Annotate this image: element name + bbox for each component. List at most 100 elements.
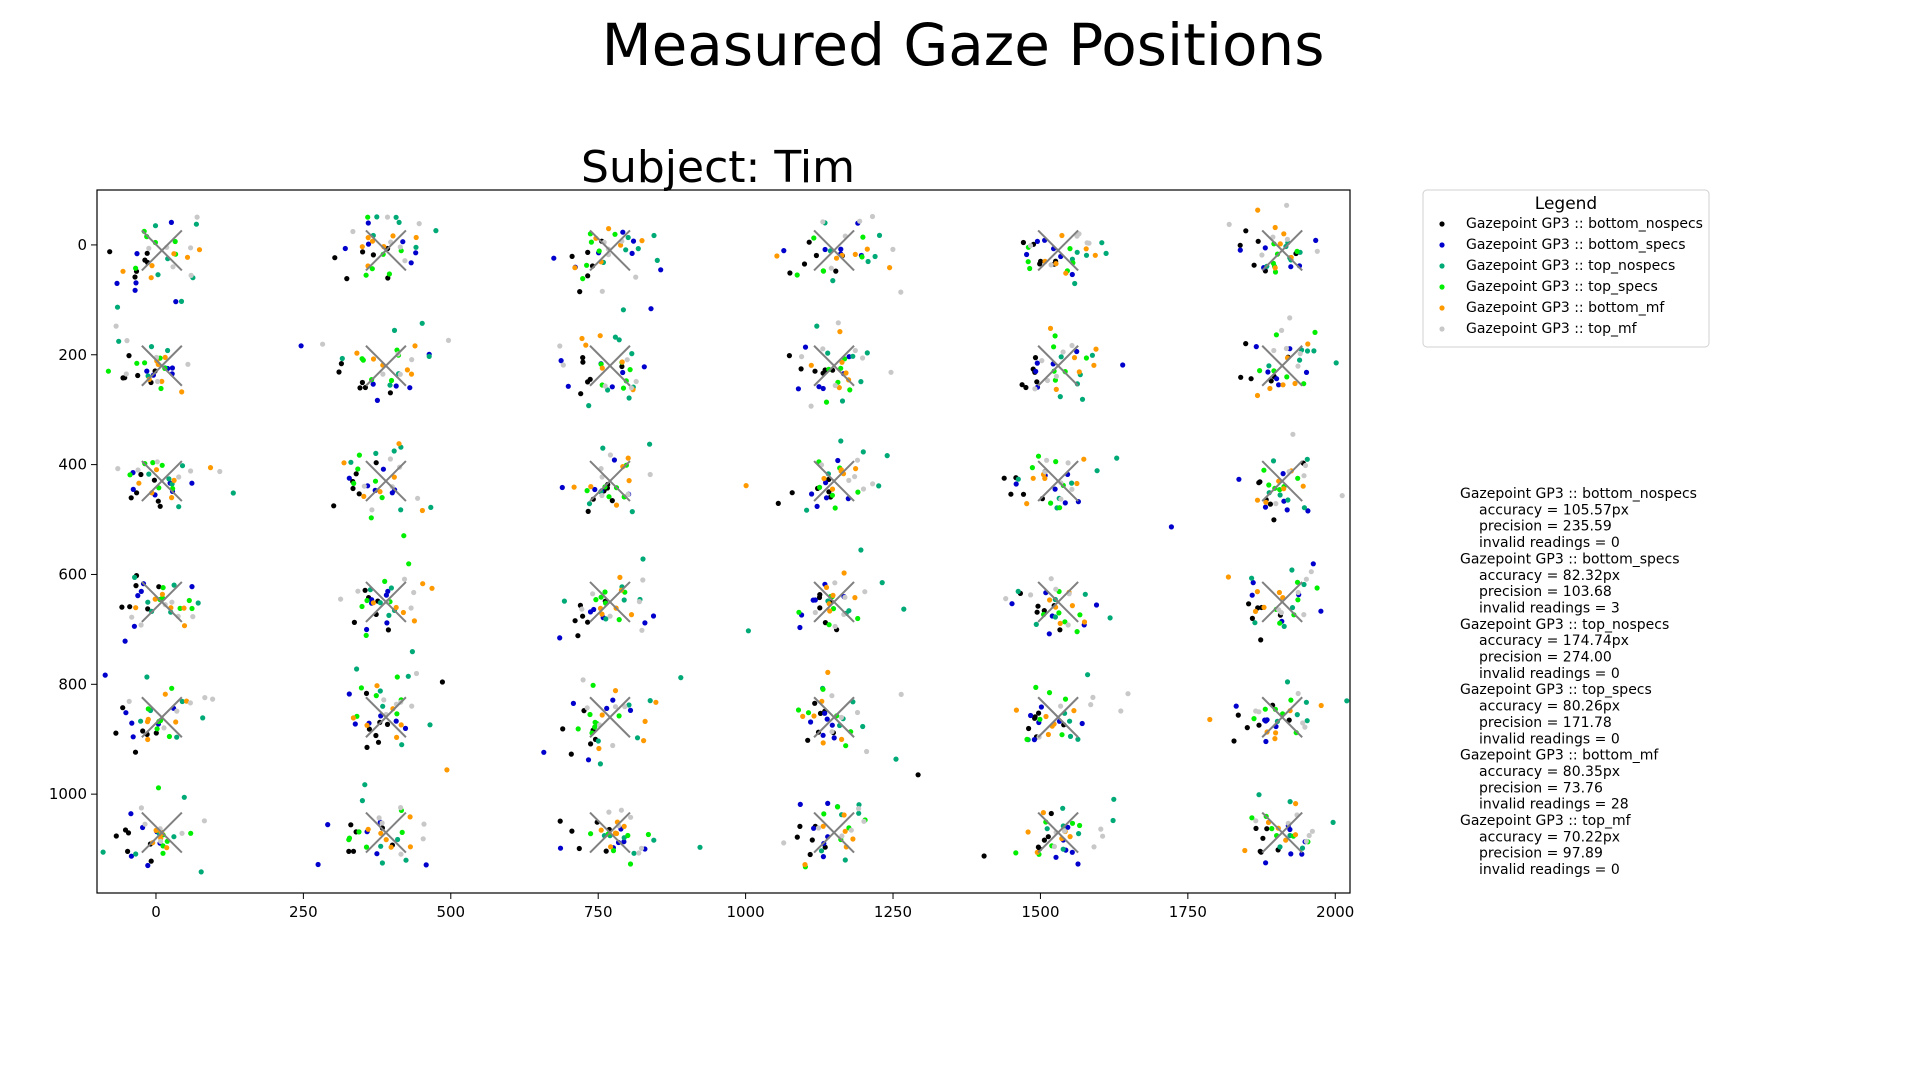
gaze-point bbox=[808, 362, 814, 368]
gaze-point bbox=[1309, 828, 1315, 834]
gaze-point bbox=[1289, 567, 1295, 573]
legend-label: Gazepoint GP3 :: bottom_mf bbox=[1466, 300, 1665, 316]
gaze-point bbox=[898, 289, 904, 295]
gaze-point bbox=[1103, 250, 1109, 256]
legend-item: Gazepoint GP3 :: bottom_nospecs bbox=[1439, 216, 1703, 232]
gaze-point bbox=[1125, 691, 1131, 697]
gaze-point bbox=[1003, 596, 1009, 602]
gaze-point bbox=[820, 219, 826, 225]
gaze-point bbox=[1253, 825, 1259, 832]
gaze-point bbox=[1289, 605, 1296, 611]
y-tick-label: 800 bbox=[58, 675, 87, 693]
gaze-point bbox=[870, 481, 876, 487]
gaze-point bbox=[150, 460, 156, 466]
gaze-point bbox=[1077, 822, 1083, 829]
gaze-point bbox=[821, 475, 827, 482]
gaze-point bbox=[173, 719, 179, 725]
gaze-point bbox=[585, 757, 592, 763]
gaze-point bbox=[157, 503, 163, 509]
target-x-marker bbox=[589, 229, 631, 272]
x-tick-label: 2000 bbox=[1316, 903, 1354, 921]
gaze-point bbox=[825, 669, 831, 676]
gaze-point bbox=[1052, 333, 1058, 339]
gaze-point bbox=[387, 456, 393, 462]
gaze-point bbox=[368, 515, 374, 521]
gaze-point bbox=[830, 592, 836, 599]
gaze-point bbox=[1251, 716, 1257, 722]
gaze-point bbox=[1256, 709, 1262, 715]
gaze-point bbox=[1053, 386, 1059, 392]
gaze-point bbox=[102, 672, 108, 678]
legend-title: Legend bbox=[1535, 194, 1597, 214]
gaze-point bbox=[370, 252, 376, 258]
gaze-point bbox=[1023, 384, 1029, 391]
gaze-point bbox=[606, 226, 612, 232]
gaze-point bbox=[135, 372, 141, 379]
gaze-point bbox=[140, 728, 146, 734]
gaze-point bbox=[619, 359, 625, 365]
gaze-point bbox=[1299, 845, 1306, 851]
stats-invalid: invalid readings = 0 bbox=[1479, 731, 1620, 747]
gaze-point bbox=[820, 732, 826, 738]
gaze-point bbox=[570, 700, 577, 707]
gaze-point bbox=[190, 614, 196, 620]
gaze-point bbox=[827, 608, 833, 614]
gaze-point bbox=[408, 260, 414, 266]
gaze-point bbox=[138, 588, 144, 595]
stats-panel: Gazepoint GP3 :: bottom_nospecsaccuracy … bbox=[1460, 486, 1697, 878]
gaze-point bbox=[813, 252, 820, 259]
gaze-point bbox=[1053, 459, 1059, 465]
gaze-point bbox=[854, 709, 861, 716]
gaze-point bbox=[838, 365, 844, 371]
gaze-point bbox=[592, 486, 598, 493]
gaze-point bbox=[802, 344, 809, 350]
gaze-point bbox=[372, 478, 379, 484]
gaze-point bbox=[406, 561, 412, 567]
gaze-point bbox=[338, 361, 344, 367]
gaze-point bbox=[1253, 344, 1259, 350]
gaze-point bbox=[138, 805, 144, 811]
gaze-point bbox=[353, 471, 359, 477]
gaze-point bbox=[1028, 592, 1034, 598]
gaze-point bbox=[155, 272, 161, 278]
target-x-marker bbox=[589, 811, 631, 854]
gaze-point bbox=[1067, 733, 1074, 740]
stats-precision: precision = 103.68 bbox=[1479, 584, 1612, 600]
gaze-point bbox=[1062, 619, 1068, 625]
gaze-point bbox=[1044, 457, 1050, 463]
gaze-point bbox=[584, 705, 590, 711]
gaze-point bbox=[1252, 608, 1259, 615]
gaze-point bbox=[603, 848, 609, 854]
gaze-point bbox=[915, 772, 921, 778]
gaze-point bbox=[1303, 838, 1309, 845]
gaze-point bbox=[428, 504, 434, 510]
gaze-point bbox=[359, 244, 365, 250]
gaze-point bbox=[365, 235, 371, 241]
gaze-point bbox=[599, 288, 605, 294]
gaze-point bbox=[805, 737, 811, 743]
gaze-point bbox=[444, 767, 450, 773]
gaze-point bbox=[1057, 627, 1063, 633]
gaze-point bbox=[129, 720, 135, 726]
gaze-point bbox=[612, 688, 619, 694]
gaze-point bbox=[378, 830, 384, 836]
gaze-point bbox=[1061, 828, 1068, 834]
stats-precision: precision = 274.00 bbox=[1479, 650, 1612, 666]
gaze-point bbox=[811, 825, 817, 831]
gaze-point bbox=[838, 467, 844, 473]
gaze-point bbox=[588, 831, 594, 837]
gaze-point bbox=[1283, 837, 1289, 843]
gaze-point bbox=[373, 450, 379, 456]
gaze-point bbox=[1257, 368, 1263, 374]
gaze-point bbox=[379, 860, 385, 866]
gaze-point bbox=[820, 346, 826, 352]
gaze-point bbox=[187, 700, 193, 706]
gaze-point bbox=[1045, 731, 1051, 738]
gaze-point bbox=[1288, 264, 1294, 270]
gaze-point bbox=[374, 397, 380, 403]
gaze-point bbox=[1286, 717, 1292, 723]
gaze-point bbox=[156, 584, 162, 590]
gaze-point bbox=[1081, 619, 1088, 625]
gaze-point bbox=[128, 853, 134, 859]
